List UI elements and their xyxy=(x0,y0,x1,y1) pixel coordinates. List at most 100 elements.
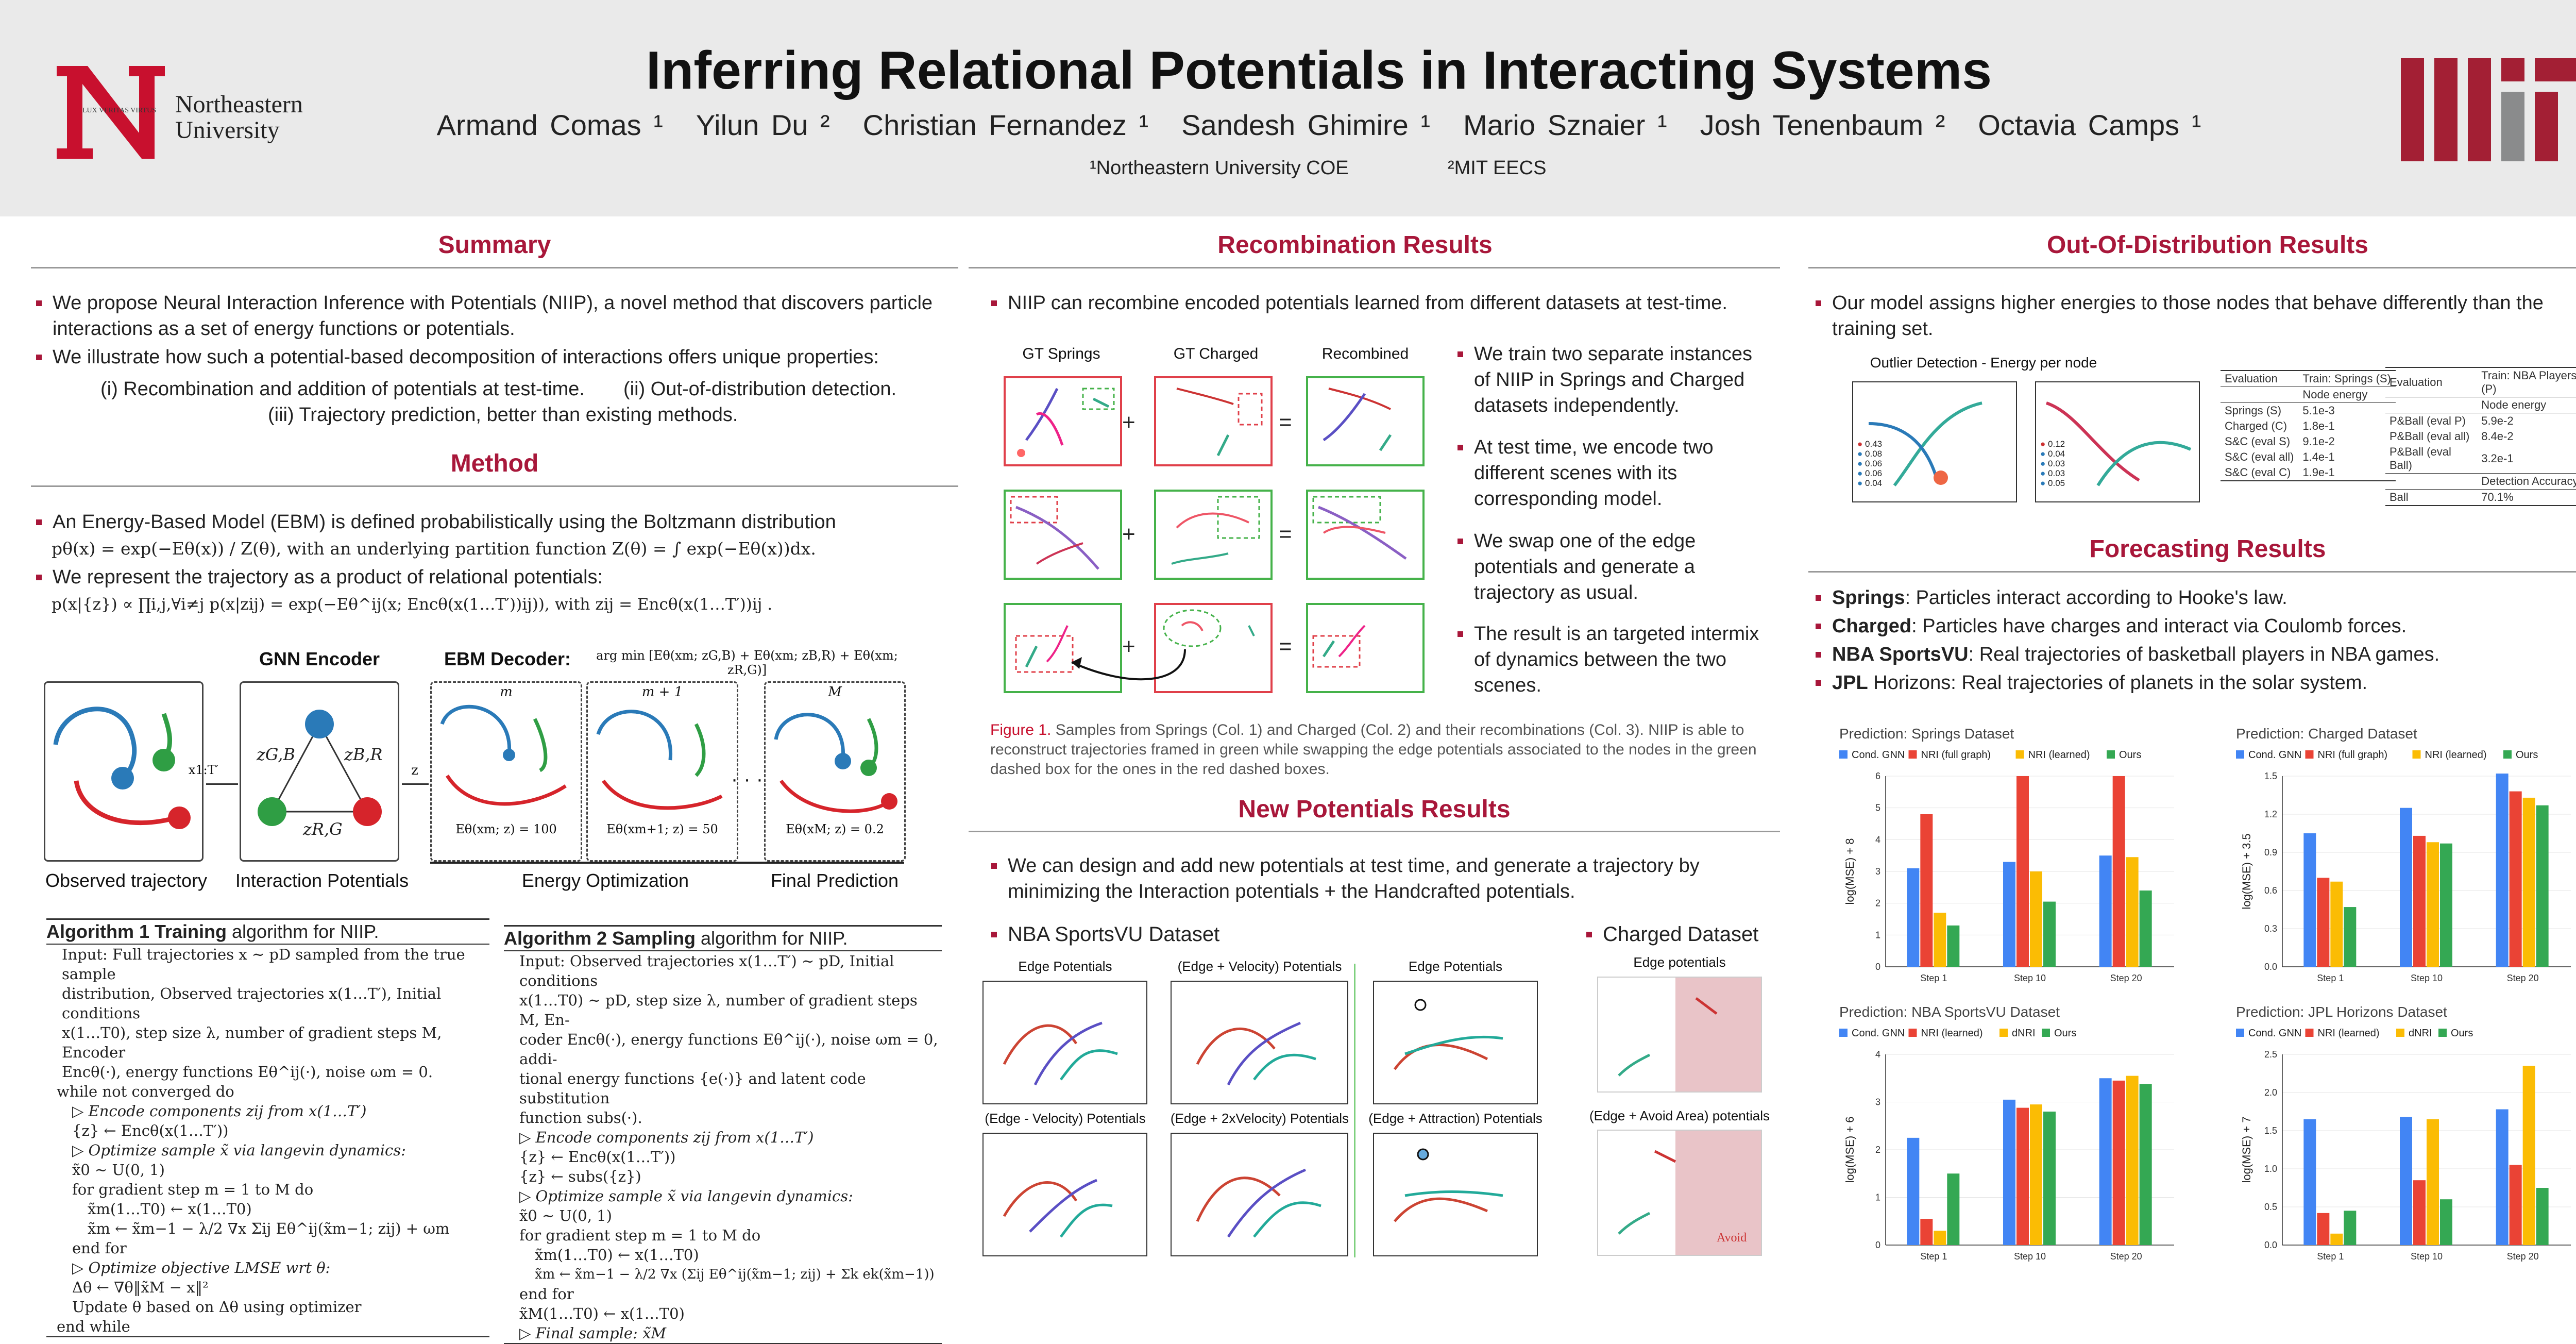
ood-bullet: Our model assigns higher energies to tho… xyxy=(1814,290,2576,342)
bar xyxy=(2400,808,2412,967)
y-tick-label: 5 xyxy=(1875,803,1880,813)
energy-optimization-label: Energy Optimization xyxy=(521,870,689,891)
y-tick-label: 0 xyxy=(1875,1240,1880,1250)
chart-title: Prediction: Charged Dataset xyxy=(2236,726,2417,742)
bar xyxy=(2139,891,2152,967)
energy-m1: Eθ(xm+1; z) = 50 xyxy=(606,822,718,836)
nba-edge-plot-2 xyxy=(1373,981,1538,1104)
step-final-label: M xyxy=(828,684,842,700)
outlier-plot-2: ● 0.12 ● 0.04 ● 0.03 ● 0.03 ● 0.05 xyxy=(2035,381,2200,502)
bar xyxy=(2496,774,2509,967)
divider xyxy=(1354,964,1355,1257)
bar xyxy=(1934,1231,1946,1245)
bar xyxy=(2303,1119,2316,1245)
neu-name-1: Northeastern xyxy=(175,91,303,118)
mit-logo xyxy=(2401,58,2576,164)
legend-swatch xyxy=(2015,750,2024,759)
legend-swatch xyxy=(1908,750,1917,759)
author: Octavia Camps ¹ xyxy=(1978,109,2201,141)
bar xyxy=(2522,1066,2535,1245)
charged-edge-plot xyxy=(1597,977,1762,1093)
bar-chart: Cond. GNN NRI (learned) dNRI Ours 0 1 2 3 4 log(M… xyxy=(1839,1028,2174,1262)
recomb-bullet: We swap one of the edge potentials and g… xyxy=(1455,528,1765,606)
y-tick-label: 0.9 xyxy=(2264,847,2277,858)
x-tick-label: Step 10 xyxy=(2014,1251,2046,1262)
legend-swatch xyxy=(2236,750,2244,759)
dataset-item: NBA SportsVU: Real trajectories of baske… xyxy=(1814,642,2576,667)
recomb-bullet: We train two separate instances of NIIP … xyxy=(1455,341,1765,418)
interaction-graph-panel: zG,B zB,R zR,G xyxy=(240,681,399,862)
ebm-step-m1 xyxy=(586,681,738,862)
y-tick-label: 0.0 xyxy=(2264,1240,2277,1250)
legend-swatch xyxy=(2396,1029,2404,1037)
bar xyxy=(2126,1076,2139,1245)
new-potentials-bullet: We can design and add new potentials at … xyxy=(989,853,1762,904)
bar xyxy=(2496,1109,2509,1245)
nba-attraction-plot xyxy=(1373,1133,1538,1256)
summary-heading: Summary xyxy=(438,231,551,259)
bar xyxy=(2099,1078,2112,1245)
legend-swatch xyxy=(2503,750,2512,759)
charged-avoid-plot: Avoid xyxy=(1597,1130,1762,1256)
legend-swatch xyxy=(2438,1029,2447,1037)
legend-label: Cond. GNN xyxy=(1852,1028,1905,1039)
bar xyxy=(2317,878,2330,967)
ebm-decoder-label: EBM Decoder: xyxy=(444,648,571,669)
bar xyxy=(2413,1180,2426,1245)
bar xyxy=(1934,913,1946,967)
affiliation-1: ¹Northeastern University COE xyxy=(1090,157,1349,179)
legend-swatch xyxy=(2107,750,2115,759)
charged-sample-1 xyxy=(1154,376,1273,466)
bar xyxy=(2003,862,2015,967)
algo2-body: Input: Observed trajectories x(1…T′) ∼ p… xyxy=(504,951,942,1344)
z-br-label: zB,R xyxy=(344,745,383,764)
bar xyxy=(2522,797,2535,967)
outlier-plot-title: Outlier Detection - Energy per node xyxy=(1870,355,2097,371)
recomb-intro: NIIP can recombine encoded potentials le… xyxy=(989,290,1762,316)
property-1: (i) Recombination and addition of potent… xyxy=(100,378,585,400)
y-tick-label: 1 xyxy=(1875,1192,1880,1203)
recomb-bullet: The result is an targeted intermix of dy… xyxy=(1455,621,1765,698)
author: Christian Fernandez ¹ xyxy=(862,109,1149,141)
y-tick-label: 3 xyxy=(1875,866,1880,877)
y-tick-label: 1.0 xyxy=(2264,1164,2277,1174)
ood-table-nba: Evaluation Train: NBA Players (P) Node en… xyxy=(2385,367,2576,506)
bar xyxy=(2139,1084,2152,1245)
y-tick-label: 6 xyxy=(1875,771,1880,781)
charged-sample-2 xyxy=(1154,490,1273,580)
y-tick-label: 0 xyxy=(1875,962,1880,972)
bar-chart: Cond. GNN NRI (full graph) NRI (learned) Ou… xyxy=(2236,749,2571,983)
interaction-graph xyxy=(258,710,382,826)
author-list: Armand Comas ¹ Yilun Du ² Christian Fernan… xyxy=(0,108,2576,142)
potential-label: (Edge + Attraction) Potentials xyxy=(1368,1111,1543,1126)
potential-label: (Edge + Velocity) Potentials xyxy=(1177,959,1342,974)
divider xyxy=(969,267,1780,268)
bar xyxy=(2330,1233,2343,1245)
bar xyxy=(1920,814,1933,967)
chart-title: Prediction: JPL Horizons Dataset xyxy=(2236,1004,2447,1020)
legend-label: NRI (full graph) xyxy=(1921,749,1991,761)
x-tick-label: Step 20 xyxy=(2110,973,2142,983)
x-tick-label: Step 10 xyxy=(2411,973,2443,983)
x-tick-label: Step 1 xyxy=(2317,1251,2344,1262)
legend-swatch xyxy=(1839,1029,1848,1037)
legend-label: NRI (full graph) xyxy=(2318,749,2388,761)
divider xyxy=(969,831,1780,832)
legend-label: Ours xyxy=(2451,1028,2473,1039)
bar xyxy=(2536,805,2549,967)
neu-motto: LUX VERITAS VIRTUS xyxy=(82,107,156,114)
bar xyxy=(2400,1117,2412,1245)
nba-2x-velocity-plot xyxy=(1171,1133,1348,1256)
plus-symbol: + xyxy=(1122,522,1136,547)
energy-legend-1: ● 0.43 ● 0.08 ● 0.06 ● 0.06 ● 0.04 xyxy=(1857,439,1883,488)
y-axis-label: log(MSE) + 3.5 xyxy=(2240,833,2253,909)
divider xyxy=(31,485,958,487)
energy-legend-2: ● 0.12 ● 0.04 ● 0.03 ● 0.03 ● 0.05 xyxy=(2040,439,2065,488)
avoid-label: Avoid xyxy=(1717,1231,1747,1245)
ebm-step-final xyxy=(764,681,906,862)
affiliation-2: ²MIT EECS xyxy=(1448,157,1547,179)
z-rg-label: zR,G xyxy=(303,819,343,839)
springs-sample-2 xyxy=(1004,490,1122,580)
legend-label: Cond. GNN xyxy=(2248,1028,2301,1039)
bar xyxy=(2413,835,2426,967)
